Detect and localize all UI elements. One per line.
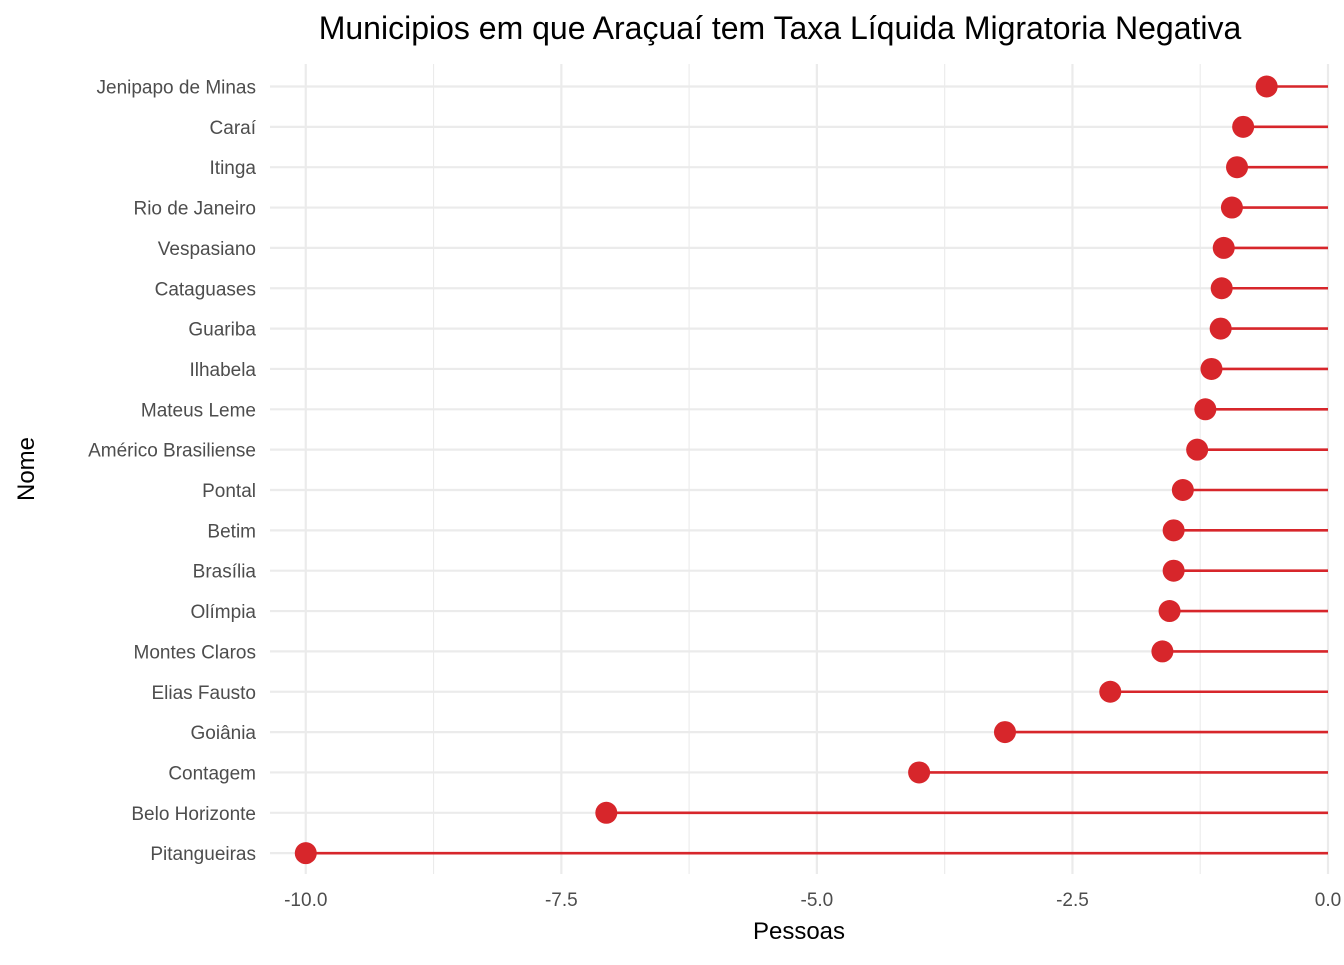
x-tick-label: -7.5 (545, 890, 578, 911)
y-tick-label: Itinga (210, 158, 257, 179)
lollipop-point (1232, 115, 1255, 138)
y-tick-label: Mateus Leme (141, 400, 256, 421)
lollipop-point (1194, 398, 1217, 421)
x-tick-label: -2.5 (1056, 890, 1089, 911)
y-tick-label: Caraí (210, 118, 257, 139)
lollipop-point (1162, 559, 1185, 582)
y-tick-label: Jenipapo de Minas (97, 78, 257, 99)
y-tick-label: Olímpia (191, 602, 257, 623)
x-tick-label: -5.0 (801, 890, 834, 911)
y-tick-label: Vespasiano (158, 239, 256, 260)
grid-layer (270, 64, 1330, 874)
lollipop-point (1212, 236, 1235, 259)
chart-title: Municipios em que Araçuaí tem Taxa Líqui… (319, 10, 1242, 46)
lollipop-point (1099, 680, 1122, 703)
x-tick-label: -10.0 (284, 890, 327, 911)
y-tick-label: Belo Horizonte (131, 804, 256, 825)
y-tick-label: Cataguases (155, 279, 256, 300)
x-axis-title: Pessoas (753, 918, 845, 945)
lollipop-point (908, 761, 931, 784)
y-tick-label: Guariba (188, 320, 256, 341)
marks-layer (294, 75, 1328, 865)
labels-layer: -10.0 -7.5 -5.0 -2.5 0.0 Jenipapo de Minas Car… (88, 78, 1341, 912)
lollipop-point (1171, 479, 1194, 501)
y-tick-label: Goiânia (191, 723, 257, 744)
lollipop-point (595, 801, 618, 824)
lollipop-point (1151, 640, 1174, 663)
lollipop-point (1158, 600, 1181, 623)
y-tick-label: Pontal (202, 481, 256, 502)
y-tick-label: Brasília (193, 562, 257, 583)
y-tick-label: Elias Fausto (151, 683, 256, 704)
lollipop-point (1186, 438, 1209, 461)
y-axis-title: Nome (13, 437, 40, 501)
lollipop-point (294, 842, 317, 865)
lollipop-point (1255, 75, 1278, 98)
y-tick-label: Montes Claros (134, 642, 257, 663)
y-tick-label: Pitangueiras (150, 844, 256, 865)
lollipop-point (1226, 156, 1249, 179)
y-tick-label: Rio de Janeiro (133, 199, 256, 220)
y-tick-label: Américo Brasiliense (88, 441, 256, 462)
lollipop-point (1210, 277, 1233, 300)
lollipop-point (1162, 519, 1185, 542)
x-tick-label: 0.0 (1315, 890, 1341, 911)
y-tick-label: Betim (207, 521, 256, 542)
y-tick-label: Ilhabela (189, 360, 256, 381)
y-tick-label: Contagem (168, 763, 256, 784)
lollipop-point (993, 721, 1016, 744)
lollipop-point (1209, 317, 1232, 340)
lollipop-point (1200, 357, 1223, 380)
lollipop-point (1220, 196, 1243, 219)
